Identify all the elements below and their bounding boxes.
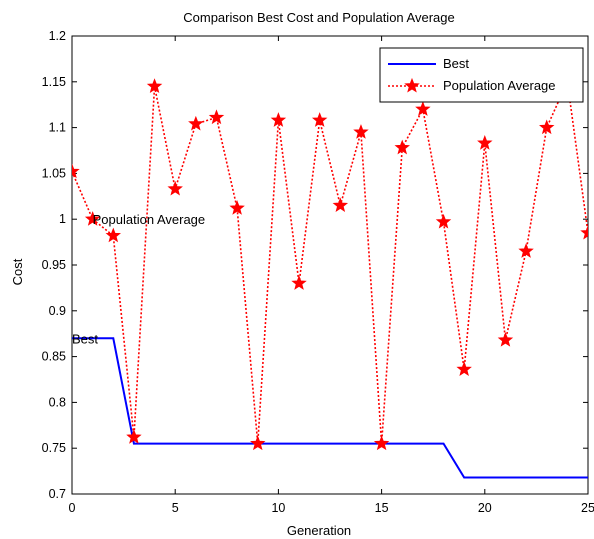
x-tick-label: 0 [69,501,76,515]
population-average-point [497,331,514,347]
population-average-point [105,227,121,243]
population-average-point [146,78,163,93]
series-layer [72,73,588,479]
y-tick-label: 0.75 [42,441,66,455]
population-average-point [291,275,307,290]
population-average-point [311,112,328,127]
x-tick-label: 25 [581,501,594,515]
population-average-point [167,180,183,196]
y-tick-label: 1.1 [49,121,66,135]
plot-area: 0.7 0.75 0.8 0.85 0.9 0.95 1 1.05 1.1 1.15 1.2 0 5 1… [42,29,594,515]
series-line-best [72,337,588,479]
population-average-point [373,435,390,451]
y-tick-label: 1.15 [42,75,66,89]
annotation-layer: Population Average Best [72,212,205,346]
annotation-label: Best [72,331,98,346]
y-tick-label: 0.8 [49,395,66,409]
population-average-point [188,115,204,131]
series-line-population-average [72,78,588,444]
population-average-point [84,211,101,226]
y-tick-label: 1.2 [49,29,66,43]
chart-title: Comparison Best Cost and Population Aver… [183,10,454,25]
plot-frame [71,35,589,495]
population-average-point [270,112,287,127]
y-tick-label: 1 [59,212,66,226]
population-average-point [539,119,555,135]
legend-marker [404,77,420,93]
x-tick-label: 10 [271,501,285,515]
population-average-point [250,435,266,451]
population-average-point [72,163,80,179]
legend-label: Best [443,56,469,71]
population-average-point [208,109,225,125]
x-tick-label: 5 [172,501,179,515]
y-axis: 0.7 0.75 0.8 0.85 0.9 0.95 1 1.05 1.1 1.15 1.2 [42,29,588,501]
y-tick-label: 0.95 [42,258,66,272]
population-average-point [415,101,431,116]
population-average-point [353,124,369,139]
y-tick-label: 0.7 [49,487,66,501]
y-tick-label: 0.9 [49,304,66,318]
annotation-label: Population Average [93,212,206,227]
population-average-point [394,139,410,155]
population-average-point [580,224,588,240]
population-average-point [126,429,142,444]
x-tick-label: 15 [375,501,389,515]
legend-box [379,47,584,103]
population-average-point [456,361,472,376]
x-axis-title: Generation [287,523,351,538]
x-axis: 0 5 10 15 20 25 [69,36,594,515]
y-axis-title: Cost [10,258,25,285]
y-tick-label: 1.05 [42,166,66,180]
legend-label: Population Average [443,78,556,93]
population-average-point [477,135,493,150]
population-average-point [518,243,534,258]
population-average-point [332,197,349,213]
x-tick-label: 20 [478,501,492,515]
legend: Best Population Average [379,47,584,103]
population-average-point [435,213,452,229]
population-average-point [229,200,245,215]
y-tick-label: 0.85 [42,350,66,364]
